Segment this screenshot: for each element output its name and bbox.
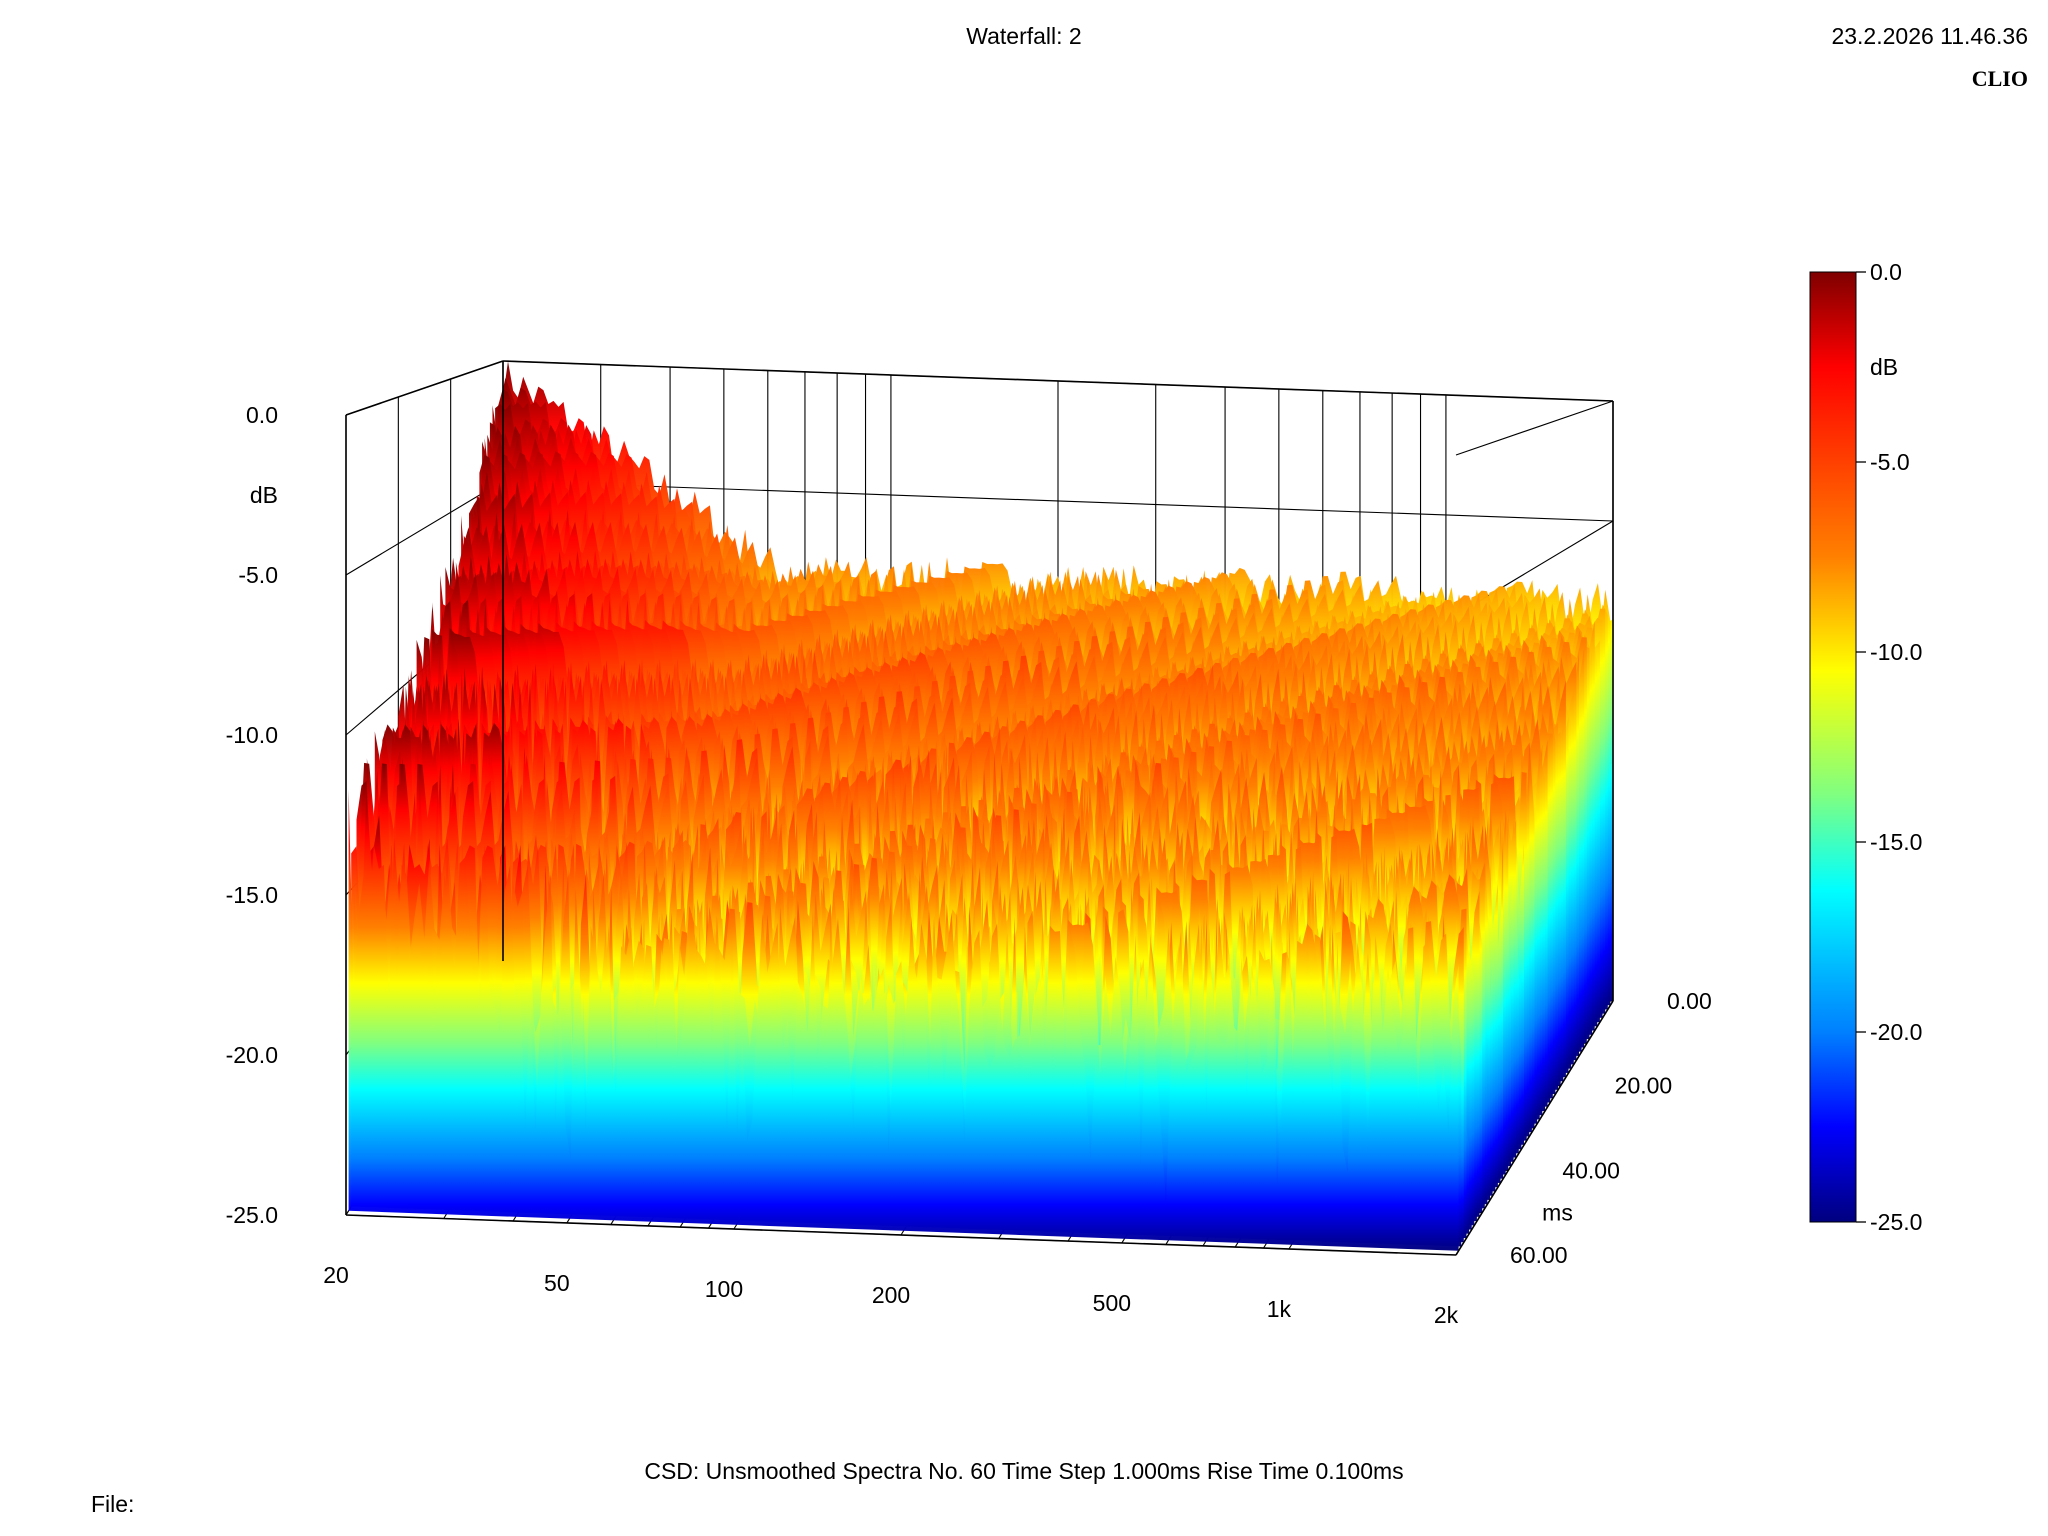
brand-logo-text: CLIO (1971, 66, 2028, 91)
y-tick-label: 0.0 (246, 402, 278, 428)
x-tick-label: 50 (544, 1270, 570, 1296)
top-left-edge (345, 360, 504, 416)
right-grid-line (1455, 400, 1614, 456)
axes-frame (345, 360, 1614, 1256)
z-tick-label: 40.00 (1562, 1157, 1620, 1183)
colorbar-tick-label: -15.0 (1870, 829, 1922, 855)
timestamp: 23.2.2026 11.46.36 (1831, 23, 2028, 49)
x-tick-label: 2k (1434, 1302, 1459, 1328)
y-tick-label: -20.0 (226, 1042, 278, 1068)
spectrum-slice (348, 789, 1459, 1251)
x-axis-line (345, 1214, 1457, 1256)
x-tick-label: 1k (1267, 1296, 1292, 1322)
top-back-edge (502, 360, 1614, 402)
measurement-settings: CSD: Unsmoothed Spectra No. 60 Time Step… (644, 1458, 1404, 1484)
y-tick-label: -25.0 (226, 1202, 278, 1228)
colorbar-gradient (1809, 271, 1857, 1223)
colorbar-tick-label: -5.0 (1870, 449, 1910, 475)
colorbar: 0.0 -5.0 -10.0 -15.0 -20.0 -25.0 dB (1809, 259, 1922, 1235)
x-tick-label: 500 (1093, 1290, 1131, 1316)
back-grid-line (502, 480, 1614, 522)
chart-title: Waterfall: 2 (966, 23, 1082, 49)
z-axis-line (1455, 1000, 1614, 1256)
y-tick-label: -15.0 (226, 882, 278, 908)
x-tick-label: 20 (323, 1262, 349, 1288)
y-axis-label: dB (250, 482, 278, 508)
y-axis-ticks: 0.0 -5.0 -10.0 -15.0 -20.0 -25.0 dB (226, 402, 278, 1228)
waterfall-surface (348, 361, 1613, 1251)
y-tick-label: -5.0 (238, 562, 278, 588)
x-axis-ticks: 20 50 100 200 500 1k 2k (323, 1262, 1458, 1328)
colorbar-tick-label: -10.0 (1870, 639, 1922, 665)
z-tick-label: 0.00 (1667, 988, 1712, 1014)
colorbar-tick-label: -20.0 (1870, 1019, 1922, 1045)
z-tick-label: 60.00 (1510, 1242, 1568, 1268)
z-tick-label: 20.00 (1615, 1073, 1673, 1099)
colorbar-tick-label: -25.0 (1870, 1209, 1922, 1235)
y-tick-label: -10.0 (226, 722, 278, 748)
file-label: File: (91, 1491, 135, 1517)
z-axis-label: ms (1542, 1200, 1573, 1226)
z-axis-ticks: 0.00 20.00 40.00 60.00 ms (1510, 988, 1712, 1268)
x-tick-label: 200 (872, 1282, 910, 1308)
colorbar-tick-label: 0.0 (1870, 259, 1902, 285)
colorbar-label: dB (1870, 354, 1898, 380)
x-tick-label: 100 (705, 1276, 743, 1302)
